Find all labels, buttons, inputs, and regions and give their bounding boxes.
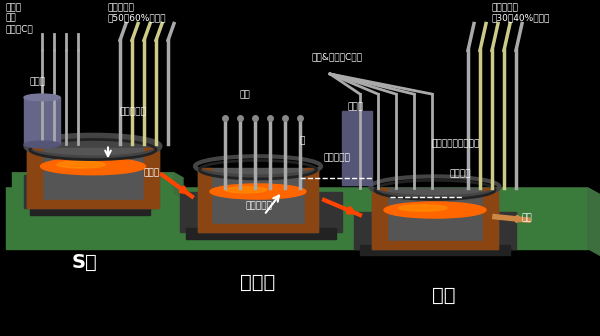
Text: S炉: S炉 bbox=[71, 253, 97, 271]
Text: 排ガス: 排ガス bbox=[30, 77, 46, 86]
Text: 電極: 電極 bbox=[240, 91, 251, 100]
Bar bbox=[372, 188, 387, 249]
Bar bbox=[42, 200, 144, 208]
Text: Ｃ炉: Ｃ炉 bbox=[432, 286, 456, 305]
Polygon shape bbox=[12, 173, 174, 193]
Text: 粗銅: 粗銅 bbox=[522, 213, 533, 222]
Text: スクラップ: スクラップ bbox=[120, 108, 147, 117]
Bar bbox=[30, 205, 150, 215]
Text: アノードスクラップ: アノードスクラップ bbox=[432, 139, 481, 149]
Text: スクラップ: スクラップ bbox=[246, 202, 273, 211]
Bar bbox=[198, 168, 211, 232]
Ellipse shape bbox=[210, 184, 306, 199]
Bar bbox=[360, 245, 510, 255]
Bar bbox=[211, 224, 305, 232]
Ellipse shape bbox=[27, 137, 159, 159]
Ellipse shape bbox=[399, 205, 447, 211]
Bar bbox=[305, 168, 318, 232]
Text: ＣＬ水砕鎹: ＣＬ水砕鎹 bbox=[324, 153, 351, 162]
Polygon shape bbox=[174, 173, 183, 198]
Text: 石灰&冷材（C鎹）: 石灰&冷材（C鎹） bbox=[312, 52, 363, 61]
Polygon shape bbox=[588, 188, 600, 255]
Text: 鈹: 鈹 bbox=[300, 136, 305, 145]
Bar bbox=[24, 175, 156, 208]
Ellipse shape bbox=[41, 158, 146, 175]
Ellipse shape bbox=[384, 202, 486, 218]
Bar bbox=[354, 212, 516, 249]
Polygon shape bbox=[12, 173, 183, 178]
Bar bbox=[180, 192, 342, 232]
Text: 乾燥鉱
粉炭
硅砂・C鎹: 乾燥鉱 粉炭 硅砂・C鎹 bbox=[6, 3, 34, 33]
Text: ＣＬ炉: ＣＬ炉 bbox=[241, 273, 275, 292]
Bar bbox=[372, 188, 498, 249]
Text: 排ガス: 排ガス bbox=[348, 102, 364, 112]
Ellipse shape bbox=[57, 161, 105, 168]
Bar bbox=[144, 148, 159, 208]
Bar bbox=[387, 241, 483, 249]
Ellipse shape bbox=[225, 187, 267, 193]
Bar bbox=[483, 188, 498, 249]
Bar bbox=[27, 148, 159, 208]
Text: ランス空気
（30〜40%酸素）: ランス空気 （30〜40%酸素） bbox=[492, 3, 550, 23]
Bar bbox=[198, 168, 318, 232]
FancyBboxPatch shape bbox=[24, 97, 60, 144]
FancyBboxPatch shape bbox=[342, 111, 372, 185]
Ellipse shape bbox=[24, 94, 60, 101]
Bar bbox=[186, 228, 336, 239]
Text: Ｃ水砕鎹: Ｃ水砕鎹 bbox=[450, 170, 472, 179]
Bar bbox=[27, 148, 42, 208]
Text: ランス空気
（50〜60%酸素）: ランス空気 （50〜60%酸素） bbox=[108, 3, 167, 23]
Ellipse shape bbox=[24, 141, 60, 148]
Polygon shape bbox=[6, 188, 588, 249]
Text: 鈹・鎹: 鈹・鎹 bbox=[144, 168, 160, 177]
Polygon shape bbox=[6, 188, 600, 195]
